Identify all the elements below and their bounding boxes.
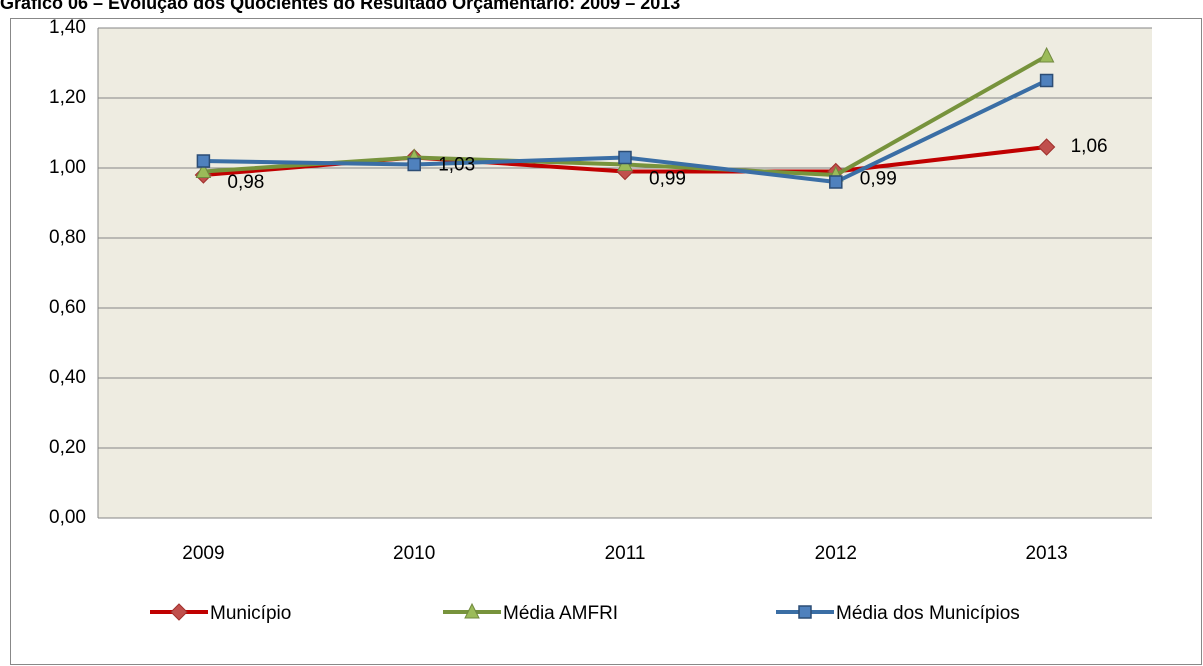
legend-label: Média AMFRI [503, 603, 618, 624]
legend-marker [464, 602, 480, 619]
y-tick-label: 0,40 [49, 367, 86, 388]
x-tick-label: 2012 [815, 543, 857, 564]
y-tick-label: 1,00 [49, 157, 86, 178]
marker [1039, 73, 1054, 88]
x-tick-label: 2013 [1025, 543, 1067, 564]
legend-label: Média dos Municípios [836, 603, 1020, 624]
marker [618, 150, 632, 165]
legend-label: Município [210, 603, 291, 624]
marker [1038, 46, 1055, 63]
data-label: 0,99 [860, 169, 897, 190]
legend-marker [798, 605, 812, 619]
y-tick-label: 0,00 [49, 507, 86, 528]
legend-marker [170, 603, 188, 621]
marker [407, 157, 421, 172]
y-tick-label: 1,20 [49, 87, 86, 108]
data-label: 1,03 [438, 155, 475, 176]
data-label: 0,98 [227, 172, 264, 193]
x-tick-label: 2010 [393, 543, 435, 564]
y-tick-label: 1,40 [49, 17, 86, 38]
x-tick-label: 2009 [182, 543, 224, 564]
data-label: 0,99 [649, 169, 686, 190]
plot-area [98, 28, 1152, 518]
data-label: 1,06 [1071, 136, 1108, 157]
marker [1037, 138, 1056, 156]
marker [196, 154, 211, 168]
y-tick-label: 0,80 [49, 227, 86, 248]
y-tick-label: 0,20 [49, 437, 86, 458]
x-tick-label: 2011 [605, 543, 646, 564]
marker [829, 175, 843, 189]
marker [195, 162, 212, 178]
chart-title: Gráfico 06 – Evolução dos Quocientes do … [0, 0, 680, 13]
y-tick-label: 0,60 [49, 297, 86, 318]
